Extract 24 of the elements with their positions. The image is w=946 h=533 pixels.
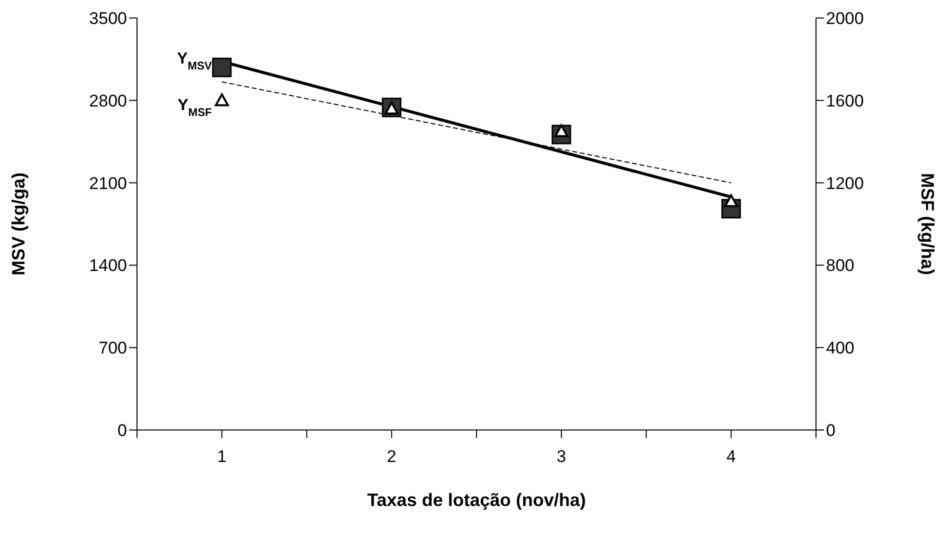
point: [724, 194, 738, 208]
series-label: Y$_{MSV}$: [176, 50, 212, 73]
y-tick-label: 2100: [89, 174, 127, 193]
y2-tick-label: 400: [826, 338, 854, 358]
y-tick-label: 0: [118, 421, 127, 440]
x-axis-title: Taxas de lotação (nov/ha): [367, 490, 586, 510]
x-tick-label: 1: [217, 447, 227, 466]
y2-tick-label: 1600: [826, 91, 864, 110]
y2-tick-label: 1200: [826, 174, 864, 193]
series-label: Y$_{MSF}$: [178, 96, 212, 119]
y2-tick-label: 2000: [826, 9, 864, 28]
y-tick-label: 2800: [89, 91, 127, 110]
y-tick-label: 700: [98, 338, 127, 358]
y2-axis-title: MSF (kg/ha): [918, 173, 938, 276]
x-tick-label: 3: [556, 447, 566, 466]
y-tick-label: 1400: [89, 256, 127, 276]
x-tick-label: 4: [726, 447, 736, 466]
y-axis-title: MSV (kg/ga): [8, 172, 28, 276]
y2-tick-label: 0: [826, 421, 836, 440]
x-tick-label: 2: [386, 447, 396, 466]
y2-tick-label: 800: [826, 256, 854, 276]
point: [214, 93, 229, 106]
y-tick-label: 3500: [89, 9, 127, 28]
point: [212, 58, 232, 78]
